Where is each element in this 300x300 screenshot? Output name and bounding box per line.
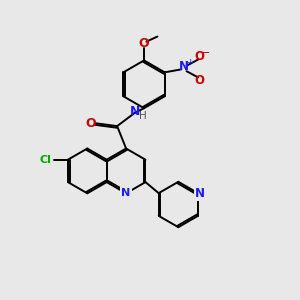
Text: Cl: Cl xyxy=(40,155,51,165)
Text: O: O xyxy=(85,117,96,130)
Text: N: N xyxy=(195,187,206,200)
Text: −: − xyxy=(201,48,210,58)
Text: O: O xyxy=(195,50,205,63)
Text: O: O xyxy=(195,74,205,87)
Text: +: + xyxy=(186,58,193,67)
Text: N: N xyxy=(130,105,140,118)
Text: H: H xyxy=(139,111,146,121)
Text: O: O xyxy=(139,37,149,50)
Text: N: N xyxy=(179,61,189,74)
Text: N: N xyxy=(122,188,131,198)
